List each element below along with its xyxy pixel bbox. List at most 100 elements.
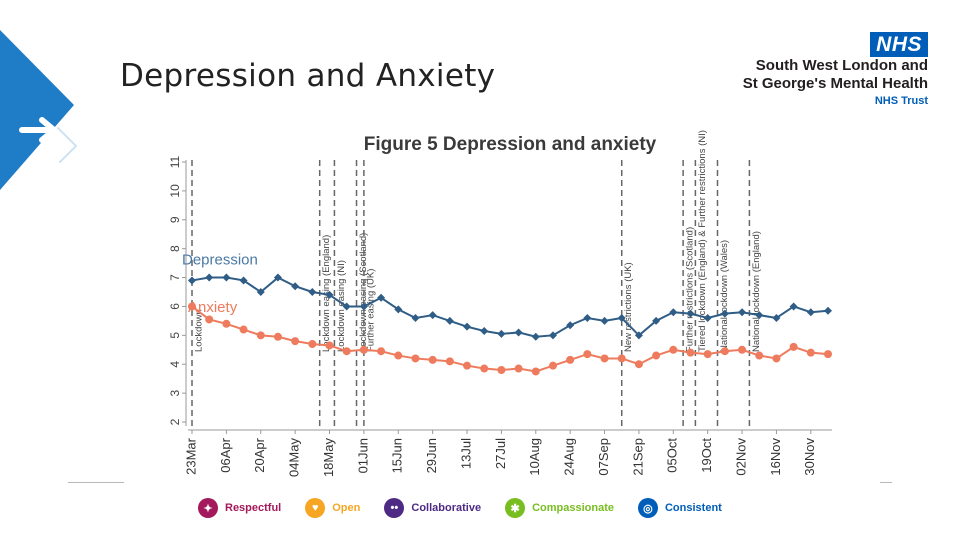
data-point-depression <box>359 302 368 311</box>
data-point-depression <box>480 327 489 335</box>
y-tick-label: 11 <box>168 155 182 168</box>
x-tick-label: 13Jul <box>458 438 473 469</box>
event-label: Lockdown easing (NI) <box>336 260 347 352</box>
value-label: Consistent <box>664 502 722 514</box>
data-point-anxiety <box>738 345 747 354</box>
data-point-anxiety <box>617 354 626 363</box>
value-label: Open <box>332 502 361 514</box>
org-name-line2: St George's Mental Health <box>742 75 928 92</box>
data-point-depression <box>239 276 248 285</box>
nhs-badge: NHS <box>870 32 928 57</box>
y-tick-label: 2 <box>168 418 182 425</box>
data-point-depression <box>600 316 609 325</box>
data-point-depression <box>738 308 747 317</box>
x-tick-label: 04May <box>287 438 302 478</box>
y-tick-label: 8 <box>168 245 182 252</box>
data-point-anxiety <box>291 337 300 346</box>
event-label: New restrictions (UK) <box>623 262 634 352</box>
data-point-anxiety <box>394 351 403 360</box>
data-point-anxiety <box>566 355 575 364</box>
data-point-anxiety <box>359 345 368 354</box>
data-point-anxiety <box>342 347 351 356</box>
chart-title: Figure 5 Depression and anxiety <box>364 134 657 155</box>
data-point-anxiety <box>428 355 437 364</box>
series-label-depression: Depression <box>182 252 258 269</box>
chart-background <box>150 122 840 492</box>
data-point-depression <box>394 305 403 314</box>
x-tick-label: 01Jun <box>355 438 370 473</box>
x-tick-label: 02Nov <box>733 438 748 476</box>
data-point-anxiety <box>205 315 214 324</box>
y-tick-label: 9 <box>168 216 182 223</box>
data-point-depression <box>325 290 334 299</box>
data-point-anxiety <box>789 342 798 351</box>
data-point-anxiety <box>755 351 764 360</box>
heart-icon: ♥ <box>305 498 326 518</box>
x-tick-label: 24Aug <box>562 438 577 476</box>
y-tick-label: 6 <box>168 303 182 310</box>
data-point-anxiety <box>531 367 540 376</box>
arrow-icon <box>19 117 77 163</box>
x-tick-label: 30Nov <box>802 438 817 476</box>
data-point-anxiety <box>222 319 231 328</box>
data-point-depression <box>342 302 351 311</box>
org-name-line3: NHS Trust <box>874 95 928 107</box>
slide-title: Depression and Anxiety <box>120 58 496 94</box>
data-point-depression <box>806 308 815 317</box>
y-tick-label: 3 <box>168 389 182 396</box>
data-point-anxiety <box>445 357 454 366</box>
data-point-anxiety <box>634 360 643 369</box>
y-tick-label: 10 <box>168 184 182 198</box>
data-point-depression <box>669 308 678 317</box>
data-point-anxiety <box>772 354 781 363</box>
data-point-depression <box>583 314 592 322</box>
value-item: •• Collaborative <box>384 498 481 518</box>
data-point-anxiety <box>806 348 815 357</box>
data-point-depression <box>205 273 214 282</box>
data-point-depression <box>291 282 300 291</box>
data-point-depression <box>531 332 540 341</box>
data-point-anxiety <box>686 348 695 357</box>
data-point-depression <box>411 314 420 322</box>
data-point-anxiety <box>256 331 265 340</box>
footer-divider-right <box>880 482 892 483</box>
data-point-anxiety <box>600 354 609 363</box>
data-point-anxiety <box>273 332 282 341</box>
hands-icon: ✱ <box>505 498 526 518</box>
data-point-depression <box>428 311 437 320</box>
event-label: Lockdown <box>193 309 204 352</box>
data-point-depression <box>548 331 557 340</box>
x-tick-label: 16Nov <box>768 438 783 476</box>
target-icon: ◎ <box>637 498 658 518</box>
data-point-depression <box>445 316 454 325</box>
x-tick-label: 05Oct <box>665 438 680 473</box>
data-point-depression <box>463 322 472 331</box>
chart-container: Figure 5 Depression and anxiety 2 3 4 5 6 7 8 9 1… <box>150 122 840 492</box>
data-point-depression <box>720 309 729 318</box>
data-point-depression <box>566 321 575 330</box>
data-point-anxiety <box>497 366 506 374</box>
data-point-anxiety <box>325 341 334 350</box>
x-tick-label: 19Oct <box>699 438 714 473</box>
data-point-depression <box>824 306 832 315</box>
data-point-anxiety <box>548 361 557 370</box>
event-label: Lockdown easing (England) <box>321 235 332 352</box>
data-point-anxiety <box>583 350 592 359</box>
x-tick-label: 06Apr <box>218 437 233 472</box>
handshake-icon: ✦ <box>198 498 218 518</box>
people-icon: •• <box>384 498 405 518</box>
data-point-anxiety <box>703 350 712 359</box>
data-point-depression <box>772 314 781 322</box>
data-point-anxiety <box>669 345 678 354</box>
data-point-anxiety <box>463 361 472 370</box>
data-point-anxiety <box>411 354 420 363</box>
data-point-depression <box>755 311 764 320</box>
x-tick-label: 18May <box>321 438 336 478</box>
event-label: National lockdown (England) <box>751 231 762 352</box>
y-tick-label: 4 <box>168 361 182 368</box>
data-point-depression <box>256 288 265 296</box>
data-point-depression <box>617 314 626 322</box>
event-label: Further easing (UK) <box>365 269 376 352</box>
nhs-trust-logo: NHS South West London and St George's Me… <box>743 32 928 109</box>
org-name-line1: South West London and <box>755 57 928 74</box>
